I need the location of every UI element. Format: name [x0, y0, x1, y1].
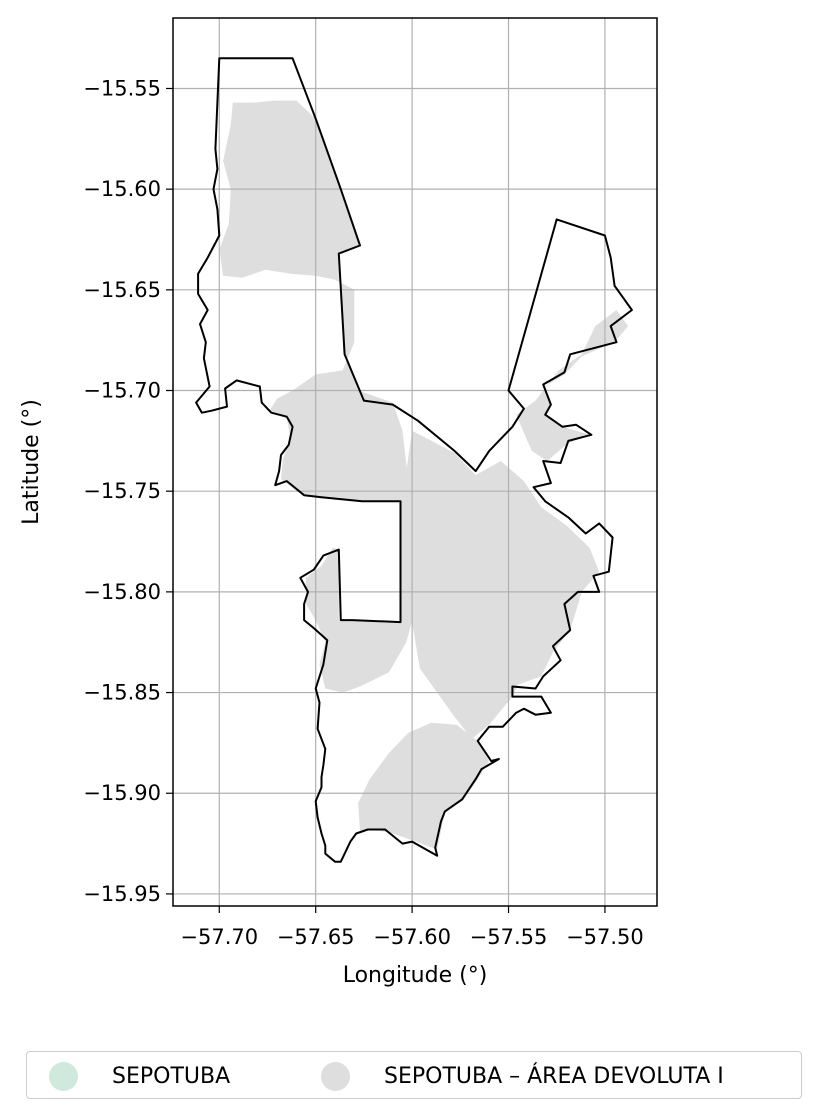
legend-label: SEPOTUBA – ÁREA DEVOLUTA I: [384, 1063, 724, 1089]
y-tick-label: −15.65: [83, 278, 161, 302]
gray-region: [400, 430, 600, 739]
x-tick-label: −57.60: [373, 925, 451, 949]
y-tick-label: −15.70: [83, 379, 161, 403]
plot-frame: [172, 17, 658, 907]
x-axis-label: Longitude (°): [343, 963, 488, 988]
x-tick-label: −57.55: [470, 925, 548, 949]
legend-entry-sepotuba: SEPOTUBA: [49, 1052, 230, 1100]
gray-region: [358, 722, 490, 850]
map-plot: −57.70 −57.65 −57.60 −57.55 −57.50 −15.55−15…: [19, 17, 658, 988]
region-fills: [219, 100, 629, 850]
y-axis-ticks: −15.55 −15.60 −15.65 −15.70 −15.75 −15.80 −15.…: [83, 76, 173, 906]
y-tick-label: −15.80: [83, 580, 161, 604]
legend-entry-area-devoluta: SEPOTUBA – ÁREA DEVOLUTA I: [321, 1052, 724, 1100]
legend-marker-sepotuba: [49, 1061, 78, 1091]
x-tick-label: −57.70: [180, 925, 258, 949]
y-axis-label: Latitude (°): [19, 399, 44, 525]
grid-lines: [173, 18, 657, 906]
y-tick-label: −15.95: [83, 882, 161, 906]
x-tick-label: −57.65: [277, 925, 355, 949]
y-tick-label: −15.55: [83, 76, 161, 100]
boundary-line: [195, 57, 633, 863]
y-tick-label: −15.75: [83, 479, 161, 503]
legend: SEPOTUBA SEPOTUBA – ÁREA DEVOLUTA I: [26, 1051, 802, 1099]
y-tick-label: −15.60: [83, 177, 161, 201]
legend-label: SEPOTUBA: [112, 1063, 231, 1089]
y-tick-label: −15.85: [83, 681, 161, 705]
gray-region: [516, 310, 629, 461]
boundary-outline: [195, 57, 633, 863]
y-tick-label: −15.90: [83, 781, 161, 805]
x-tick-label: −57.50: [566, 925, 644, 949]
x-axis-ticks: −57.70 −57.65 −57.60 −57.55 −57.50: [180, 906, 644, 949]
legend-marker-area-devoluta: [321, 1061, 350, 1091]
gray-region: [219, 100, 428, 693]
